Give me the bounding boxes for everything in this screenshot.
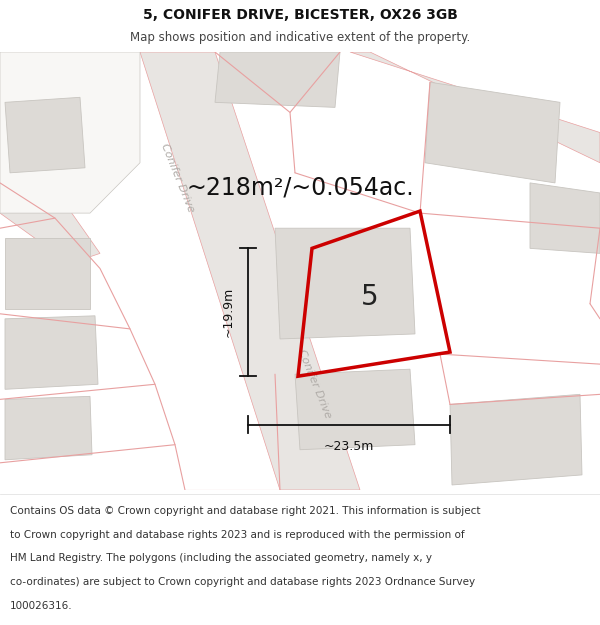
Text: 5, CONIFER DRIVE, BICESTER, OX26 3GB: 5, CONIFER DRIVE, BICESTER, OX26 3GB [143, 8, 457, 21]
Polygon shape [425, 82, 560, 183]
Text: Map shows position and indicative extent of the property.: Map shows position and indicative extent… [130, 31, 470, 44]
Text: 5: 5 [361, 283, 379, 311]
Polygon shape [5, 316, 98, 389]
Text: HM Land Registry. The polygons (including the associated geometry, namely x, y: HM Land Registry. The polygons (includin… [10, 554, 431, 564]
Polygon shape [215, 52, 340, 107]
Polygon shape [0, 168, 100, 264]
Polygon shape [5, 98, 85, 173]
Polygon shape [5, 396, 92, 460]
Polygon shape [5, 238, 90, 309]
Polygon shape [140, 52, 360, 490]
Text: 100026316.: 100026316. [10, 601, 72, 611]
Text: Conifer Drive: Conifer Drive [160, 142, 196, 214]
Polygon shape [350, 52, 600, 162]
Text: ~19.9m: ~19.9m [221, 287, 235, 338]
Polygon shape [295, 369, 415, 450]
Text: Contains OS data © Crown copyright and database right 2021. This information is : Contains OS data © Crown copyright and d… [10, 506, 480, 516]
Text: ~23.5m: ~23.5m [324, 440, 374, 453]
Polygon shape [530, 183, 600, 253]
Polygon shape [0, 52, 140, 213]
Polygon shape [450, 394, 582, 485]
Text: ~218m²/~0.054ac.: ~218m²/~0.054ac. [186, 176, 414, 200]
Polygon shape [275, 228, 415, 339]
Text: to Crown copyright and database rights 2023 and is reproduced with the permissio: to Crown copyright and database rights 2… [10, 530, 464, 540]
Text: Conifer Drive: Conifer Drive [296, 348, 334, 420]
Text: co-ordinates) are subject to Crown copyright and database rights 2023 Ordnance S: co-ordinates) are subject to Crown copyr… [10, 577, 475, 587]
